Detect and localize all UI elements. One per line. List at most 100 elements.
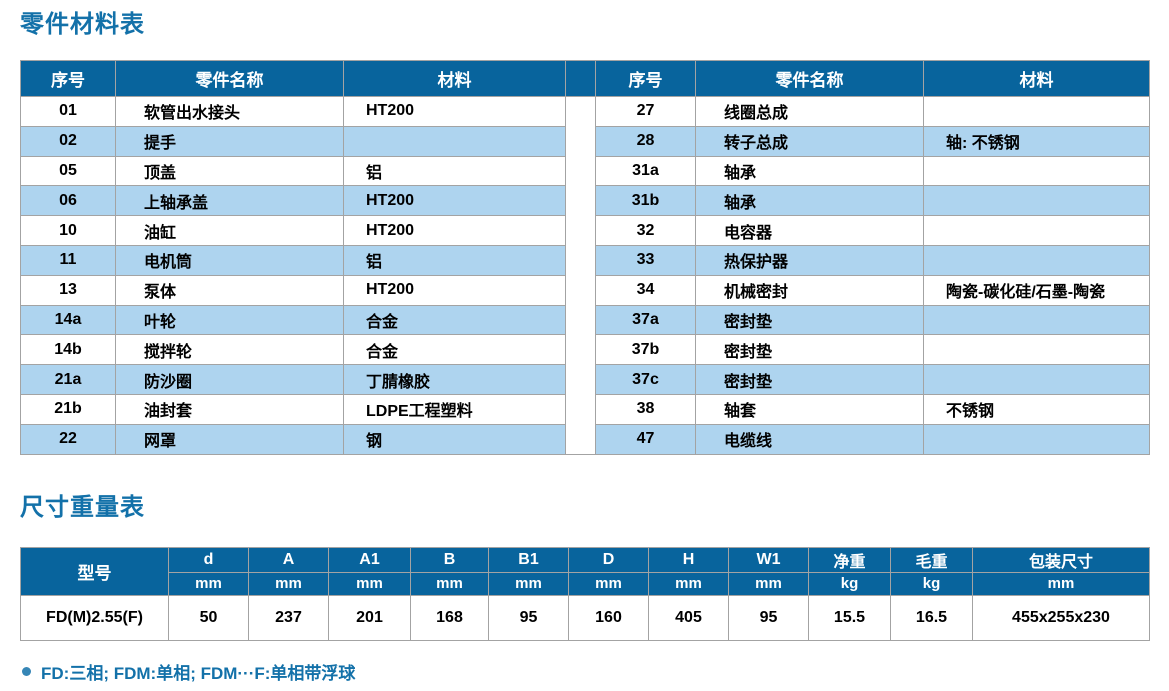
parts-table-row: 05 顶盖铝 31a 轴承 [20,155,1150,187]
part-no-cell: 32 [595,215,696,246]
part-material-cell: 轴: 不锈钢 [923,125,1150,157]
part-name-cell: 轴承 [695,185,924,217]
dims-col-label: A1 [328,546,411,573]
table-gap-cell [565,96,596,455]
part-name-cell: 提手 [115,125,344,157]
part-name-cell: 密封垫 [695,364,924,395]
part-name-cell: 网罩 [115,423,344,455]
part-no-cell: 38 [595,393,696,425]
part-name-cell: 油封套 [115,393,344,425]
header-name-left: 零件名称 [115,60,344,97]
part-no-cell: 37b [595,334,696,366]
part-no-cell: 47 [595,423,696,455]
parts-table-row: 11 电机筒铝 33 热保护器 [20,244,1150,276]
dims-col-label: B [410,546,489,573]
dims-col-unit: mm [328,571,411,596]
header-name-right: 零件名称 [695,60,924,97]
dims-value-cell: 95 [728,594,809,641]
dims-table-title: 尺寸重量表 [20,493,145,521]
part-name-cell: 热保护器 [695,244,924,276]
model-cell: FD(M)2.55(F) [20,594,169,641]
part-no-cell: 37a [595,304,696,336]
dims-col-unit: mm [568,571,649,596]
part-no-cell: 14b [20,334,116,366]
part-name-cell: 轴承 [695,155,924,187]
part-material-cell [923,215,1150,246]
parts-table-header-row: 序号 零件名称 材料 序号 零件名称 材料 [20,60,1150,97]
part-material-cell: LDPE工程塑料 [343,393,566,425]
dims-col-label: 毛重 [890,546,973,573]
dims-value-cell: 16.5 [890,594,973,641]
part-no-cell: 13 [20,274,116,306]
dims-col-unit: kg [890,571,973,596]
part-material-cell: 铝 [343,155,566,187]
part-no-cell: 21a [20,364,116,395]
parts-table-row: 01 软管出水接头 HT200 27 线圈总成 [20,96,1150,455]
parts-table-row: 06 上轴承盖 HT200 31b 轴承 [20,185,1150,217]
part-name-cell: 线圈总成 [695,96,924,127]
part-name-cell: 防沙圈 [115,364,344,395]
footnote-text: FD:三相; FDM:单相; FDM···F:单相带浮球 [41,663,356,683]
dims-col-label: 包装尺寸 [972,546,1150,573]
part-material-cell [923,304,1150,336]
dims-value-cell: 15.5 [808,594,891,641]
part-name-cell: 电容器 [695,215,924,246]
dims-col-label: d [168,546,249,573]
parts-table-row: 21b 油封套 LDPE工程塑料 38 轴套 不锈钢 [20,393,1150,425]
parts-table-body: 01 软管出水接头 HT200 27 线圈总成 02 提手 28 转子总成 轴: 不锈钢 05 顶盖铝… [20,96,1150,455]
parts-table-row: 21a 防沙圈 丁腈橡胶 37c 密封垫 [20,364,1150,395]
bullet-icon [22,666,31,676]
part-no-cell: 33 [595,244,696,276]
part-material-cell: 合金 [343,334,566,366]
part-name-cell: 顶盖 [115,155,344,187]
part-material-cell [923,185,1150,217]
dims-value-cell: 237 [248,594,329,641]
header-no-left: 序号 [20,60,116,97]
dims-col-unit: mm [248,571,329,596]
part-no-cell: 37c [595,364,696,395]
part-name-cell: 电缆线 [695,423,924,455]
part-material-cell: 合金 [343,304,566,336]
dims-value-cell: 95 [488,594,569,641]
dims-col-unit: mm [168,571,249,596]
part-name-cell: 油缸 [115,215,344,246]
dimensions-weight-table: 型号 d A A1 B B1 D H W1 净重 毛重 包装尺寸 mm mm mm mm mm mm mm mm k… [20,546,1150,641]
dims-col-label: D [568,546,649,573]
part-material-cell: HT200 [343,215,566,246]
part-no-cell: 06 [20,185,116,217]
part-no-cell: 02 [20,125,116,157]
part-material-cell [923,244,1150,276]
dims-col-label: W1 [728,546,809,573]
part-no-cell: 34 [595,274,696,306]
part-material-cell: 陶瓷-碳化硅/石墨-陶瓷 [923,274,1150,306]
dims-value-cell: 405 [648,594,729,641]
dims-col-unit: mm [488,571,569,596]
part-material-cell: 不锈钢 [923,393,1150,425]
part-no-cell: 31a [595,155,696,187]
parts-table-row: 02 提手 28 转子总成 轴: 不锈钢 [20,125,1150,157]
part-material-cell [343,125,566,157]
parts-table-row: 22 网罩钢 47 电缆线 [20,423,1150,455]
header-material-left: 材料 [343,60,566,97]
header-no-right: 序号 [595,60,696,97]
part-material-cell: HT200 [343,185,566,217]
part-name-cell: 电机筒 [115,244,344,276]
part-no-cell: 22 [20,423,116,455]
part-no-cell: 01 [20,96,116,127]
header-gap [565,60,596,97]
part-material-cell [923,96,1150,127]
dims-table-body: FD(M)2.55(F) 50 237 201 168 95 160 405 95 15.5 16.… [20,594,1150,641]
part-name-cell: 软管出水接头 [115,96,344,127]
part-material-cell [923,364,1150,395]
dims-col-unit: mm [728,571,809,596]
part-material-cell: 铝 [343,244,566,276]
part-no-cell: 28 [595,125,696,157]
part-no-cell: 14a [20,304,116,336]
part-material-cell: 钢 [343,423,566,455]
header-model: 型号 [20,546,169,596]
dims-col-unit: mm [410,571,489,596]
parts-table-title: 零件材料表 [20,11,145,38]
dims-col-label: A [248,546,329,573]
dims-col-label: H [648,546,729,573]
